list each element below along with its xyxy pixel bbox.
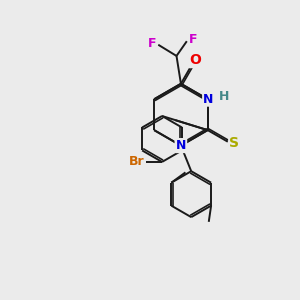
- Text: H: H: [219, 90, 229, 103]
- Text: N: N: [176, 139, 186, 152]
- Text: O: O: [189, 53, 201, 67]
- Text: N: N: [176, 139, 186, 152]
- Text: F: F: [148, 37, 157, 50]
- Text: Br: Br: [129, 155, 144, 168]
- Text: F: F: [189, 33, 197, 46]
- Text: S: S: [229, 136, 239, 150]
- Text: N: N: [203, 93, 214, 106]
